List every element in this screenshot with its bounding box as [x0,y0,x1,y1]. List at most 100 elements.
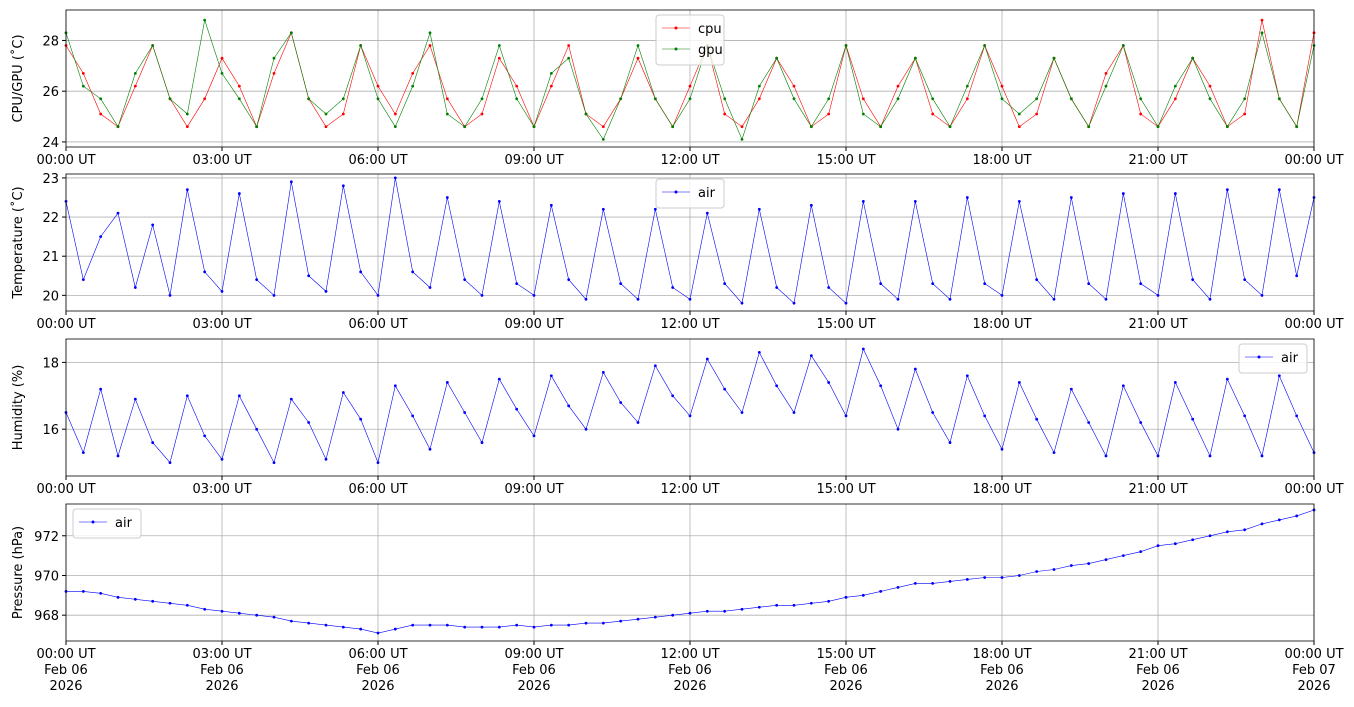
data-point [549,374,553,378]
data-point [393,384,397,388]
data-point [341,625,345,629]
data-point [948,297,952,301]
subplot: 16 18 Humidity (%) air [11,338,1316,480]
legend-box [655,178,725,209]
x-tick-label: 06:00 UT [348,153,408,168]
data-point [376,631,380,635]
data-point [619,97,623,101]
data-point [1191,56,1195,60]
data-point [133,286,137,289]
data-point [81,84,85,88]
data-point [1173,542,1177,546]
data-point [1173,97,1177,101]
data-point [185,603,189,607]
data-point [931,112,935,116]
data-point [1087,421,1091,424]
legend: air [1238,343,1308,374]
data-point [723,112,727,116]
data-point [1156,293,1160,297]
data-point [359,270,363,274]
data-point [203,434,207,438]
data-point [133,84,137,88]
data-point [1277,188,1281,192]
data-point [463,411,467,414]
data-point [445,196,449,199]
data-point [740,125,744,129]
data-point [411,72,415,75]
data-point [497,625,501,629]
data-point [532,434,536,438]
subplot: 968 970 972 Pressure (hPa) air [11,503,1316,645]
data-point [861,200,865,203]
data-point [965,196,969,199]
data-point [913,200,917,203]
data-point [480,112,484,116]
data-point [1087,125,1091,129]
data-point [411,414,415,418]
data-point [255,278,259,282]
data-point [861,112,865,116]
data-point [1295,274,1299,278]
data-point [619,619,623,623]
data-point [1243,97,1247,101]
y-tick-label: 968 [34,609,59,624]
data-point [757,97,761,101]
data-point [81,278,85,282]
x-tick-label: 00:00 UT Feb 07 2026 [1284,647,1344,694]
data-point [237,192,241,195]
data-point [775,603,779,607]
data-point [879,282,883,285]
data-point [1260,522,1264,526]
data-point [653,615,657,619]
data-point [341,184,345,188]
data-point [1277,374,1281,378]
x-tick-label: 12:00 UT [660,482,720,497]
data-point [1243,414,1247,418]
data-point [497,44,501,47]
data-point [324,112,328,116]
data-point [688,414,692,418]
data-point [376,84,380,88]
data-point [359,417,363,421]
data-point [99,112,103,116]
data-point [428,31,432,35]
data-point [324,457,328,461]
data-point [688,611,692,615]
data-point [1017,381,1021,384]
x-tick-label: 00:00 UT [36,153,96,168]
data-point [255,125,259,129]
y-axis-label: CPU/GPU (˚C) [10,34,26,122]
data-point [220,72,224,75]
data-point [1104,84,1108,88]
x-tick-label: 00:00 UT Feb 06 2026 [36,647,96,694]
data-point [1139,550,1143,554]
x-tick-label: 21:00 UT [1128,482,1188,497]
data-point [1052,297,1056,301]
data-point [1052,451,1056,455]
data-point [792,97,796,101]
data-point [307,274,311,278]
x-tick-label: 18:00 UT Feb 06 2026 [972,647,1032,694]
data-point [376,293,380,297]
data-point [116,454,120,458]
x-tick-label: 12:00 UT Feb 06 2026 [660,647,720,694]
data-point [168,601,172,605]
legend: air [655,178,725,209]
data-point [480,625,484,629]
data-point [341,112,345,116]
data-point [705,211,709,215]
legend-label: air [698,186,716,201]
data-point [341,391,345,394]
data-point [1260,293,1264,297]
legend-label: air [115,516,133,531]
data-point [1139,282,1143,285]
data-point [168,461,172,465]
data-point [445,381,449,384]
data-point [740,411,744,414]
data-point [688,84,692,88]
data-point [445,112,449,116]
data-point [861,593,865,597]
data-point [151,441,155,444]
data-point [584,297,588,301]
